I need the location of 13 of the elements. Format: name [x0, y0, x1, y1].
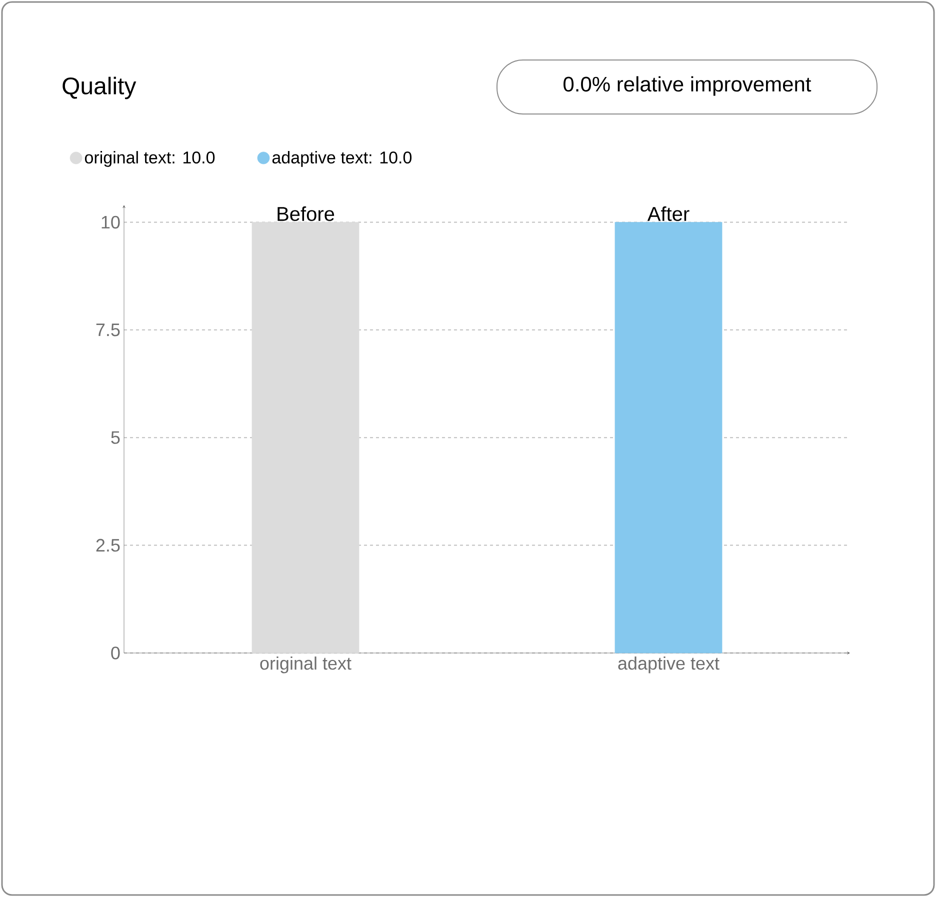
- chart-title: Quality: [62, 76, 136, 100]
- x-tick-label: adaptive text: [618, 656, 720, 674]
- y-tick-label: 5: [111, 431, 120, 444]
- y-tick-label: 7.5: [96, 324, 120, 336]
- y-tick-label: 2.5: [96, 538, 120, 552]
- legend-label: adaptive text: 10.0: [272, 151, 412, 167]
- legend-label: original text: 10.0: [84, 151, 215, 167]
- x-tick-label: original text: [260, 656, 352, 674]
- annotation: Before: [278, 206, 334, 222]
- text: 0.0% relative improvement: [564, 76, 812, 96]
- y-tick-label: 0: [111, 646, 120, 660]
- annotation: After: [647, 206, 690, 222]
- y-tick-label: 10: [102, 216, 120, 229]
